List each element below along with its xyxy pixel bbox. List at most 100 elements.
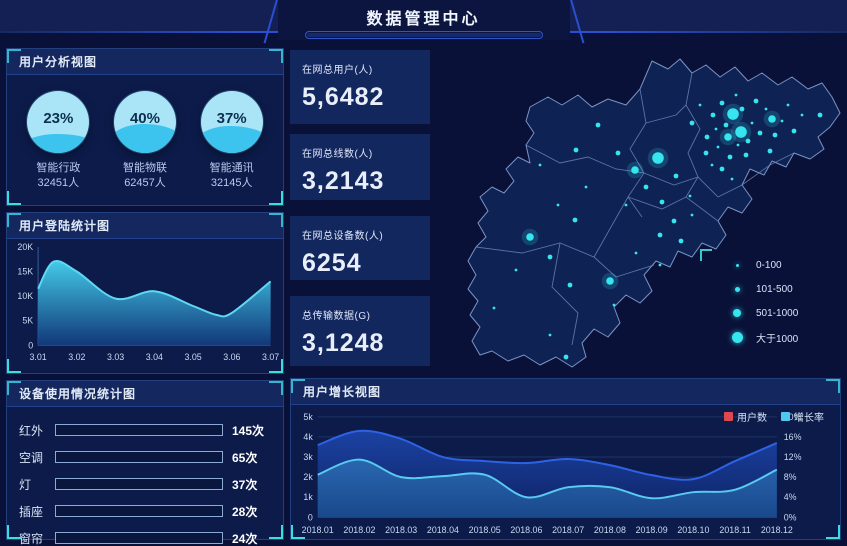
map-point [723, 122, 729, 128]
gauge-admin[interactable]: 23% 智能行政 32451人 [18, 91, 98, 192]
map-point [736, 143, 740, 147]
left-axis-tick: 3k [303, 452, 313, 462]
left-axis-tick: 4k [303, 432, 313, 442]
stat-card-total-data: 总传输数据(G) 3,1248 [290, 296, 430, 366]
map-point [671, 218, 677, 224]
map-point [573, 147, 579, 153]
x-tick-label: 2018.07 [552, 525, 584, 535]
users-line-series [317, 429, 778, 481]
map-point [556, 203, 560, 207]
map-point [657, 232, 663, 238]
x-tick-label: 2018.05 [469, 525, 501, 535]
bar-value: 28次 [232, 504, 258, 519]
legend-swatch-red [724, 412, 733, 421]
legend-item-users[interactable]: 用户数 [724, 409, 767, 424]
y-tick-label: 10K [17, 291, 33, 301]
login-area-chart[interactable]: 0 5K 10K 15K 20K 3.01 3.02 3.03 3.04 3.05 3.06 3.07 [7, 239, 283, 373]
map-point [767, 148, 773, 154]
panel-title-user-growth: 用户增长视图 [291, 379, 840, 405]
stat-value: 5,6482 [302, 83, 385, 111]
left-axis-tick: 1k [303, 492, 313, 502]
legend-item: 0-100 [730, 253, 842, 277]
x-tick-label: 2018.09 [636, 525, 668, 535]
growth-rate-area-series [317, 459, 777, 518]
x-tick-label: 3.03 [107, 352, 124, 362]
x-tick-label: 2018.11 [719, 525, 750, 535]
gauge-comms[interactable]: 37% 智能通讯 32145人 [192, 91, 272, 192]
gauge-label: 智能行政 [36, 162, 81, 174]
x-tick-label: 3.07 [262, 352, 279, 362]
province-bubble-map[interactable] [430, 45, 847, 378]
bar-row-curtain: 窗帘 24次 [19, 531, 271, 546]
panel-device-usage: 设备使用情况统计图 红外 145次 空调 65次 灯 37次 插座 28次 [6, 380, 284, 546]
map-point [730, 177, 734, 181]
legend-swatch-cyan [781, 412, 790, 421]
bar-row-light: 灯 37次 [19, 477, 271, 492]
stat-card-total-devices: 在网总设备数(人) 6254 [290, 216, 430, 280]
map-point [817, 112, 823, 118]
legend-dot-large [733, 309, 741, 317]
map-point [710, 112, 716, 118]
device-bar-chart[interactable]: 红外 145次 空调 65次 灯 37次 插座 28次 窗帘 [7, 407, 283, 546]
map-point [791, 128, 797, 134]
legend-item: 501-1000 [730, 301, 842, 325]
map-point [615, 150, 621, 156]
map-point [567, 282, 573, 288]
map-data-points[interactable] [492, 93, 823, 360]
gauge-label: 智能物联 [122, 162, 167, 174]
gauge-iot[interactable]: 40% 智能物联 62457人 [105, 91, 185, 192]
liquid-gauge-circle: 40% [113, 91, 176, 153]
legend-label: 501-1000 [756, 307, 799, 319]
map-point [719, 100, 725, 106]
y-tick-label: 20K [17, 242, 33, 252]
legend-label: 大于1000 [756, 333, 799, 345]
x-tick-label: 2018.10 [677, 525, 709, 535]
bar-label: 插座 [19, 504, 44, 519]
x-tick-label: 2018.06 [510, 525, 542, 535]
gauge-water [113, 124, 176, 153]
map-point [563, 354, 569, 360]
login-line-series [37, 260, 272, 318]
x-tick-label: 2018.02 [343, 525, 375, 535]
map-point [538, 163, 542, 167]
right-axis-tick: 8% [784, 472, 797, 482]
legend-item: 101-500 [730, 277, 842, 301]
map-point [768, 115, 776, 123]
map-point [727, 154, 733, 160]
right-axis-tick: 0% [784, 512, 797, 522]
right-axis-tick: 4% [784, 492, 797, 502]
panel-user-growth: 用户增长视图 用户数 增长率 [290, 378, 841, 540]
page-title: 数据管理中心 [366, 11, 481, 28]
map-point [643, 184, 649, 190]
map-point [800, 113, 804, 117]
map-point [652, 152, 664, 164]
stat-value: 6254 [302, 249, 362, 277]
map-point [572, 217, 578, 223]
map-point [786, 103, 790, 107]
gauge-water [27, 133, 90, 153]
map-point [658, 263, 662, 267]
map-point [780, 119, 784, 123]
bar-value: 24次 [232, 531, 258, 546]
stat-value: 3,1248 [302, 329, 385, 357]
legend-item-growth-rate[interactable]: 增长率 [781, 409, 824, 424]
map-point [584, 185, 588, 189]
stat-label: 总传输数据(G) [302, 311, 371, 322]
map-point [612, 303, 616, 307]
x-tick-label: 2018.01 [302, 525, 334, 535]
left-axis-tick: 2k [303, 472, 313, 482]
map-point [750, 121, 754, 125]
x-tick-label: 3.01 [29, 352, 46, 362]
header-title-box: 数据管理中心 [277, 0, 570, 40]
legend-label: 增长率 [794, 413, 824, 424]
growth-axis-labels: 0 1k 2k 3k 4k 5k 0% 4% 8% 12% 16% 20% 2018.01 2018.02… [302, 412, 802, 535]
growth-dual-axis-chart[interactable]: 0 1k 2k 3k 4k 5k 0% 4% 8% 12% 16% 20% 2018.01 2018.02… [291, 405, 840, 539]
x-tick-label: 2018.04 [427, 525, 459, 535]
gauge-count: 32145人 [210, 177, 253, 190]
map-point [716, 145, 720, 149]
gauge-water [200, 126, 263, 153]
legend-dot-small [735, 263, 739, 267]
map-point [739, 106, 745, 112]
gauge-count: 32451人 [37, 177, 80, 190]
header: 数据管理中心 [0, 0, 847, 42]
